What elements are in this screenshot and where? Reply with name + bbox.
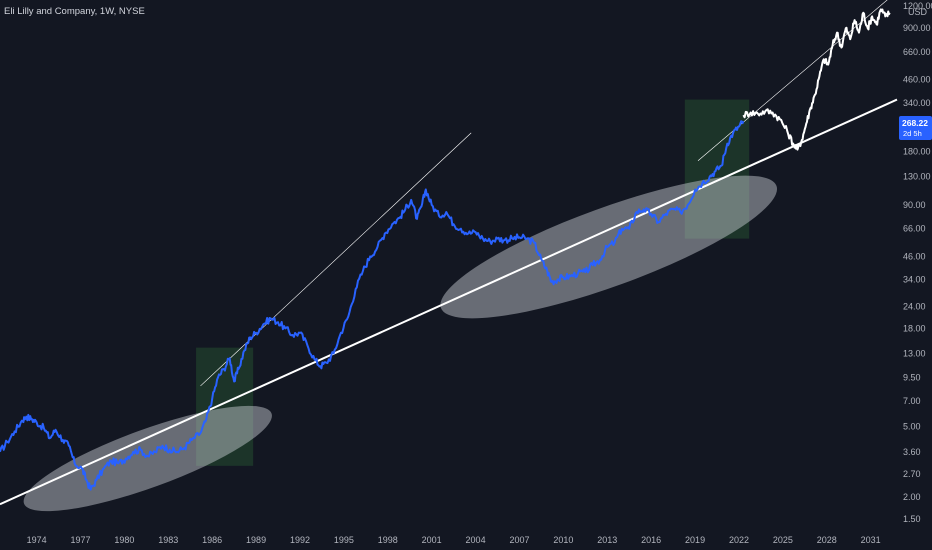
- x-tick-label: 2007: [509, 535, 529, 545]
- x-tick-label: 1983: [158, 535, 178, 545]
- y-tick-label: 900.00: [903, 23, 931, 33]
- x-tick-label: 2022: [729, 535, 749, 545]
- price-badge-box: [899, 116, 932, 140]
- y-tick-label: 7.00: [903, 396, 921, 406]
- price-badge: 268.22 2d 5h: [899, 116, 932, 140]
- y-tick-label: 13.00: [903, 348, 926, 358]
- y-tick-label: 2.00: [903, 492, 921, 502]
- x-tick-label: 2004: [466, 535, 486, 545]
- x-tick-label: 1980: [114, 535, 134, 545]
- y-tick-label: 460.00: [903, 75, 931, 85]
- price-badge-countdown: 2d 5h: [903, 129, 922, 138]
- y-tick-label: 1.50: [903, 514, 921, 524]
- trendline-1: [0, 98, 898, 506]
- y-tick-label: 34.00: [903, 275, 926, 285]
- y-tick-label: 3.60: [903, 447, 921, 457]
- y-tick-label: 46.00: [903, 251, 926, 261]
- price-badge-value: 268.22: [902, 118, 928, 128]
- y-tick-label: 2.70: [903, 469, 921, 479]
- y-tick-label: 130.00: [903, 172, 931, 182]
- y-tick-label: 24.00: [903, 301, 926, 311]
- y-tick-label: 340.00: [903, 98, 931, 108]
- x-tick-label: 2028: [817, 535, 837, 545]
- y-tick-label: 660.00: [903, 47, 931, 57]
- y-tick-label: 18.00: [903, 323, 926, 333]
- x-tick-label: 1992: [290, 535, 310, 545]
- x-tick-label: 1998: [378, 535, 398, 545]
- x-tick-label: 2010: [553, 535, 573, 545]
- series-line-history: [0, 120, 745, 491]
- x-tick-label: 1995: [334, 535, 354, 545]
- highlight-ellipse-1: [23, 405, 272, 512]
- x-tick-label: 2013: [597, 535, 617, 545]
- series-layer: [0, 8, 891, 491]
- x-tick-label: 1974: [27, 535, 47, 545]
- x-tick-label: 2016: [641, 535, 661, 545]
- x-tick-label: 1977: [70, 535, 90, 545]
- y-tick-label: 90.00: [903, 200, 926, 210]
- chart-title: Eli Lilly and Company, 1W, NYSE: [4, 6, 145, 17]
- y-tick-label: 9.50: [903, 372, 921, 382]
- x-tick-label: 1986: [202, 535, 222, 545]
- x-tick-label: 2031: [861, 535, 881, 545]
- y-tick-label: 5.00: [903, 422, 921, 432]
- y-tick-label: 1200.00: [903, 1, 932, 11]
- x-tick-label: 2019: [685, 535, 705, 545]
- x-tick-label: 2001: [422, 535, 442, 545]
- x-tick-label: 1989: [246, 535, 266, 545]
- currency-label: USD: [908, 7, 928, 17]
- x-tick-label: 2025: [773, 535, 793, 545]
- y-tick-label: 180.00: [903, 147, 931, 157]
- series-line-projection: [742, 8, 891, 151]
- y-tick-label: 66.00: [903, 224, 926, 234]
